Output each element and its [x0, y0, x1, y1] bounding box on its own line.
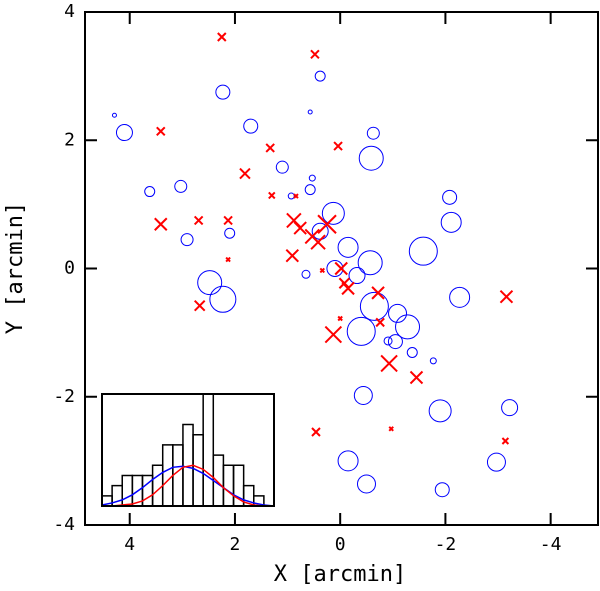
cross-point — [225, 256, 231, 263]
circle-point — [224, 227, 236, 239]
y-tick-label: 4 — [64, 1, 75, 22]
circle-point — [115, 124, 133, 142]
circle-point — [348, 267, 366, 285]
cross-point — [154, 217, 168, 231]
circle-point — [356, 474, 376, 494]
cross-point — [337, 315, 343, 322]
inset-frame — [101, 393, 275, 507]
cross-point — [310, 234, 326, 250]
x-tick-label: -2 — [435, 534, 457, 555]
circle-point — [243, 118, 259, 134]
curve — [102, 464, 274, 507]
x-tick-label: 4 — [124, 534, 135, 555]
cross-point — [501, 437, 510, 445]
cross-point — [293, 193, 299, 199]
cross-point — [156, 126, 166, 136]
cross-point — [310, 49, 320, 60]
curve — [101, 465, 275, 507]
cross-point — [375, 317, 385, 328]
circle-point — [215, 84, 231, 100]
circle-point — [287, 192, 295, 200]
circle-point — [337, 450, 359, 472]
x-tick-label: -4 — [540, 534, 562, 555]
cross-point — [217, 32, 227, 42]
circle-point — [314, 70, 326, 82]
circle-point — [353, 385, 373, 405]
y-tick-label: 0 — [64, 258, 75, 279]
circle-point — [180, 233, 194, 247]
circle-point — [442, 189, 458, 205]
circle-point — [275, 160, 289, 174]
y-tick-label: -2 — [53, 386, 75, 407]
circle-point — [366, 126, 380, 140]
cross-point — [334, 261, 348, 276]
inset-background — [102, 394, 274, 506]
cross-point — [317, 214, 337, 234]
circle-point — [357, 250, 383, 276]
cross-point — [311, 427, 321, 437]
circle-point — [337, 236, 359, 258]
circle-point — [383, 336, 393, 346]
circle-point — [326, 260, 344, 277]
cross-point — [380, 354, 398, 373]
cross-point — [499, 290, 514, 304]
circle-point — [501, 399, 519, 417]
y-tick-label: -4 — [53, 514, 75, 535]
cross-point — [341, 281, 355, 296]
circle-point — [406, 347, 418, 359]
circle-point — [301, 269, 311, 279]
circle-point — [395, 314, 421, 340]
cross-point — [388, 426, 394, 432]
circle-point — [429, 357, 437, 365]
circle-point — [304, 184, 316, 196]
circle-point — [486, 452, 506, 472]
circle-point — [387, 334, 403, 350]
circle-point — [144, 186, 156, 198]
circle-point — [308, 174, 316, 182]
cross-point — [268, 191, 276, 200]
cross-point — [193, 215, 204, 226]
cross-point — [319, 267, 326, 274]
cross-point — [338, 277, 351, 289]
circle-point — [408, 236, 438, 266]
circle-point — [197, 270, 223, 296]
cross-point — [239, 167, 251, 180]
cross-point — [223, 215, 233, 226]
x-tick-label: 2 — [230, 534, 241, 555]
circle-point — [174, 179, 188, 193]
circle-point — [449, 286, 471, 308]
x-axis-label: X [arcmin] — [274, 562, 406, 587]
circle-point — [359, 291, 389, 321]
circle-point — [209, 285, 237, 313]
y-axis-label: Y [arcmin] — [3, 202, 28, 334]
y-tick-label: 2 — [64, 129, 75, 150]
circle-point — [346, 316, 376, 346]
cross-point — [285, 248, 300, 263]
circle-point — [307, 109, 313, 115]
cross-point — [324, 325, 343, 344]
circle-point — [434, 482, 450, 498]
cross-point — [265, 143, 275, 153]
circle-point — [111, 112, 117, 118]
cross-point — [371, 286, 385, 300]
cross-point — [293, 221, 307, 235]
cross-point — [193, 299, 206, 312]
circle-point — [321, 201, 345, 225]
circle-point — [440, 211, 462, 233]
circle-point — [358, 145, 384, 171]
x-tick-label: 0 — [335, 534, 346, 555]
cross-point — [409, 370, 424, 385]
circle-point — [428, 399, 452, 423]
circle-point — [388, 303, 408, 323]
histogram-step — [253, 495, 265, 506]
cross-point — [333, 141, 343, 151]
